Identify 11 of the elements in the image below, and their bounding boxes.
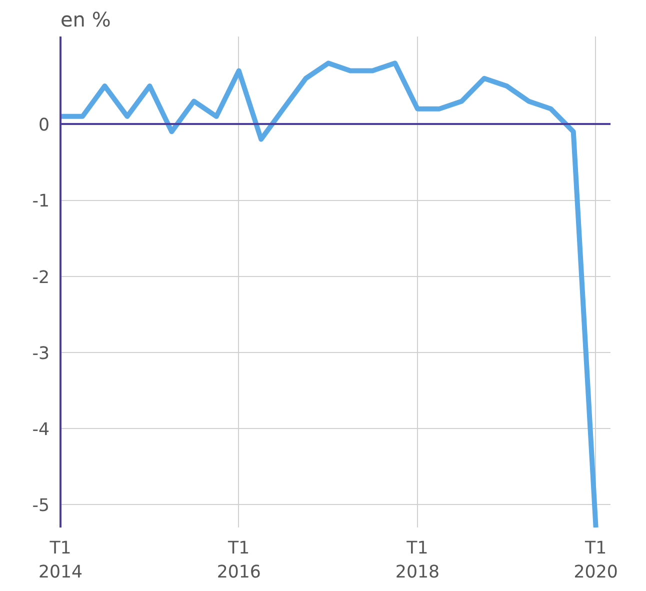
y-tick-label: -5 — [32, 496, 50, 516]
y-tick-label: -2 — [32, 268, 50, 288]
y-tick-label: 0 — [38, 116, 50, 136]
y-tick-label: -4 — [32, 420, 50, 440]
x-tick-label: T1 2018 — [395, 538, 440, 582]
x-tick-label: T1 2020 — [574, 538, 618, 582]
x-tick-label: T1 2014 — [38, 538, 83, 582]
y-tick-label: -3 — [32, 344, 50, 364]
x-tick-label: T1 2016 — [216, 538, 261, 582]
y-tick-label: -1 — [32, 192, 50, 212]
chart-title: en % — [60, 8, 111, 32]
